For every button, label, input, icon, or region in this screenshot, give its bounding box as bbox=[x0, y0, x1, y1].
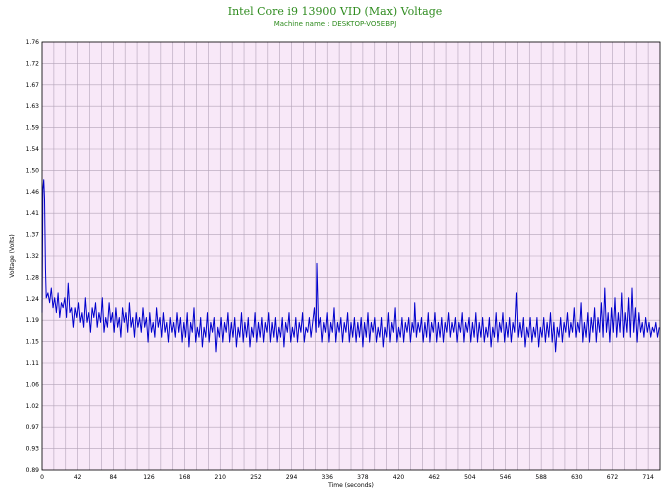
x-tick-label: 294 bbox=[286, 474, 298, 481]
plot-border bbox=[41, 41, 661, 471]
x-tick-label: 126 bbox=[143, 474, 155, 481]
y-tick-labels: 1.76 1.72 1.67 1.63 1.59 1.54 1.50 1.46 1.41 1.37… bbox=[26, 39, 40, 474]
x-axis-label: Time (seconds) bbox=[327, 482, 374, 489]
y-tick-label: 1.02 bbox=[26, 403, 40, 410]
y-tick-label: 0.93 bbox=[26, 446, 40, 453]
y-tick-label: 0.97 bbox=[26, 424, 40, 431]
x-tick-label: 42 bbox=[74, 474, 82, 481]
x-tick-label: 714 bbox=[642, 474, 654, 481]
x-tick-label: 210 bbox=[215, 474, 227, 481]
x-tick-label: 84 bbox=[109, 474, 117, 481]
x-tick-label: 672 bbox=[607, 474, 619, 481]
x-tick-label: 504 bbox=[464, 474, 476, 481]
x-tick-label: 168 bbox=[179, 474, 191, 481]
chart-subtitle: Machine name : DESKTOP-VO5EBPJ bbox=[273, 20, 397, 28]
chart-title: Intel Core i9 13900 VID (Max) Voltage bbox=[227, 5, 443, 18]
y-tick-label: 1.67 bbox=[26, 82, 40, 89]
x-tick-label: 378 bbox=[357, 474, 369, 481]
x-tick-labels: 0 42 84 126 168 210 252 294 336 378 420 462 504 546 58… bbox=[40, 474, 654, 481]
x-tick-label: 336 bbox=[322, 474, 334, 481]
y-tick-label: 1.15 bbox=[26, 339, 40, 346]
y-tick-label: 1.76 bbox=[26, 39, 40, 46]
y-tick-label: 1.50 bbox=[26, 167, 40, 174]
y-tick-label: 1.59 bbox=[26, 125, 40, 132]
y-tick-label: 1.28 bbox=[26, 274, 40, 281]
y-tick-label: 1.06 bbox=[26, 381, 40, 388]
y-tick-label: 1.11 bbox=[26, 360, 40, 367]
x-tick-label: 588 bbox=[535, 474, 547, 481]
grid-lines bbox=[41, 41, 661, 471]
y-tick-label: 1.37 bbox=[26, 232, 40, 239]
x-tick-label: 0 bbox=[40, 474, 44, 481]
y-tick-label: 1.72 bbox=[26, 60, 40, 67]
y-tick-label: 0.89 bbox=[26, 467, 40, 474]
x-tick-label: 462 bbox=[428, 474, 440, 481]
series-line bbox=[41, 179, 660, 353]
x-tick-label: 546 bbox=[500, 474, 512, 481]
y-tick-label: 1.41 bbox=[26, 210, 40, 217]
y-axis-label: Voltage (Volts) bbox=[9, 234, 16, 278]
y-tick-label: 1.32 bbox=[26, 253, 40, 260]
x-tick-label: 630 bbox=[571, 474, 583, 481]
y-tick-label: 1.19 bbox=[26, 317, 40, 324]
y-tick-label: 1.46 bbox=[26, 189, 40, 196]
x-tick-label: 252 bbox=[250, 474, 262, 481]
y-tick-label: 1.54 bbox=[26, 146, 40, 153]
x-tick-label: 420 bbox=[393, 474, 405, 481]
y-tick-label: 1.63 bbox=[26, 103, 40, 110]
y-tick-label: 1.24 bbox=[26, 296, 40, 303]
